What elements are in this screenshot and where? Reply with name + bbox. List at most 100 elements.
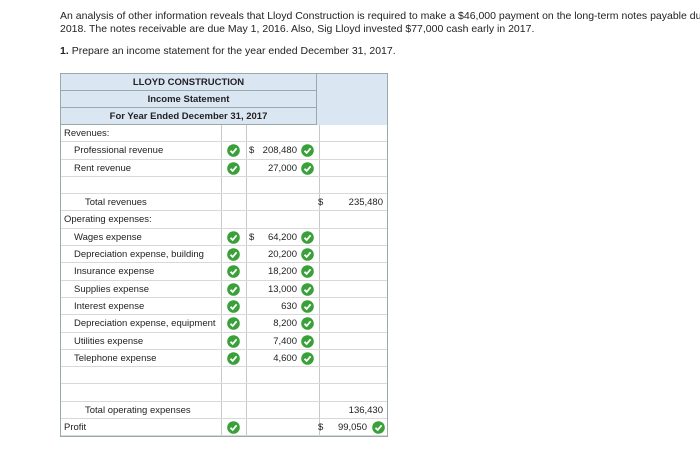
column-divider — [246, 211, 247, 228]
column-divider — [221, 228, 222, 246]
column-divider — [319, 332, 320, 349]
question-text: Prepare an income statement for the year… — [71, 45, 396, 57]
check-icon — [227, 282, 240, 296]
column-divider — [319, 176, 320, 194]
column-divider — [319, 401, 320, 419]
column-divider — [221, 280, 222, 297]
check-icon — [301, 300, 314, 313]
row-label: Utilities expense — [74, 335, 144, 347]
column-divider — [246, 384, 247, 401]
dollar-sign: $ — [249, 145, 255, 157]
column-divider — [221, 349, 222, 367]
check-icon — [227, 230, 240, 244]
table-row: Professional revenue $208,480 — [61, 142, 387, 160]
intro-text: An analysis of other information reveals… — [60, 10, 700, 36]
amount: 4,600 — [273, 352, 297, 364]
column-divider — [246, 246, 247, 263]
header-line: For Year Ended December 31, 2017 — [61, 108, 317, 125]
check-icon — [227, 334, 240, 348]
column-divider — [221, 263, 222, 280]
table-row: Operating expenses: — [61, 211, 387, 229]
column-divider — [221, 401, 222, 419]
check-icon — [301, 248, 314, 261]
amount: 18,200 — [267, 266, 297, 278]
row-label: Interest expense — [74, 300, 145, 312]
column-divider — [319, 384, 320, 401]
column-divider — [246, 315, 247, 332]
check-icon — [301, 144, 314, 158]
column-divider — [221, 125, 222, 142]
table-row: Rent revenue 27,000 — [61, 159, 387, 177]
amount: 27,000 — [267, 162, 297, 174]
column-divider — [246, 228, 247, 246]
column-divider — [221, 194, 222, 211]
column-divider — [221, 332, 222, 349]
row-label: Wages expense — [74, 231, 142, 243]
question-number: 1. — [60, 45, 69, 57]
column-divider — [319, 367, 320, 384]
column-divider — [246, 349, 247, 367]
column-divider — [221, 211, 222, 228]
column-divider — [221, 419, 222, 436]
table-row: Profit $99,050 — [61, 419, 387, 437]
amount: 64,200 — [267, 231, 297, 243]
header-line: Income Statement — [61, 91, 317, 108]
row-label: Insurance expense — [74, 266, 155, 278]
row-label: Profit — [64, 422, 87, 434]
column-divider — [221, 367, 222, 384]
column-divider — [319, 125, 320, 142]
total-amount: 136,430 — [348, 404, 383, 416]
intro-line: An analysis of other information reveals… — [60, 10, 700, 22]
column-divider — [319, 211, 320, 228]
check-icon — [227, 352, 240, 365]
column-divider — [319, 280, 320, 297]
table-row: Depreciation expense, building 20,200 — [61, 246, 387, 264]
check-icon — [301, 282, 314, 296]
total-amount: 99,050 — [337, 422, 367, 434]
column-divider — [221, 142, 222, 159]
row-label: Total operating expenses — [85, 404, 191, 416]
question: 1. Prepare an income statement for the y… — [60, 45, 396, 57]
table-row — [61, 384, 387, 402]
column-divider — [221, 384, 222, 401]
row-label: Rent revenue — [74, 162, 132, 174]
column-divider — [246, 280, 247, 297]
amount: 630 — [281, 300, 297, 312]
column-divider — [221, 315, 222, 332]
table-row: Total revenues $235,480 — [61, 194, 387, 212]
table-row: Insurance expense 18,200 — [61, 263, 387, 281]
check-icon — [227, 161, 240, 175]
column-divider — [319, 142, 320, 159]
amount: 13,000 — [267, 283, 297, 295]
column-divider — [246, 419, 247, 436]
row-label: Depreciation expense, equipment — [74, 318, 216, 330]
table-row — [61, 176, 387, 195]
column-divider — [319, 159, 320, 176]
column-divider — [246, 367, 247, 384]
column-divider — [221, 176, 222, 194]
check-icon — [301, 352, 314, 365]
table-row: Depreciation expense, equipment 8,200 — [61, 315, 387, 333]
table-row: Total operating expenses 136,430 — [61, 401, 387, 420]
total-dollar-sign: $ — [318, 197, 324, 209]
column-divider — [246, 263, 247, 280]
row-label: Revenues: — [64, 128, 110, 139]
amount: 208,480 — [262, 145, 297, 157]
total-amount: 235,480 — [348, 197, 383, 209]
check-icon — [372, 421, 385, 434]
table-row: Wages expense $64,200 — [61, 228, 387, 247]
table-row — [61, 367, 387, 385]
column-divider — [319, 419, 320, 436]
table-row: Revenues: — [61, 125, 387, 143]
row-label: Supplies expense — [74, 283, 149, 295]
column-divider — [246, 142, 247, 159]
column-divider — [319, 315, 320, 332]
column-divider — [246, 194, 247, 211]
column-divider — [246, 125, 247, 142]
column-divider — [221, 297, 222, 315]
check-icon — [227, 248, 240, 261]
check-icon — [227, 317, 240, 331]
column-divider — [246, 159, 247, 176]
table-header: LLOYD CONSTRUCTION Income Statement For Ye… — [61, 74, 387, 125]
check-icon — [301, 161, 314, 175]
